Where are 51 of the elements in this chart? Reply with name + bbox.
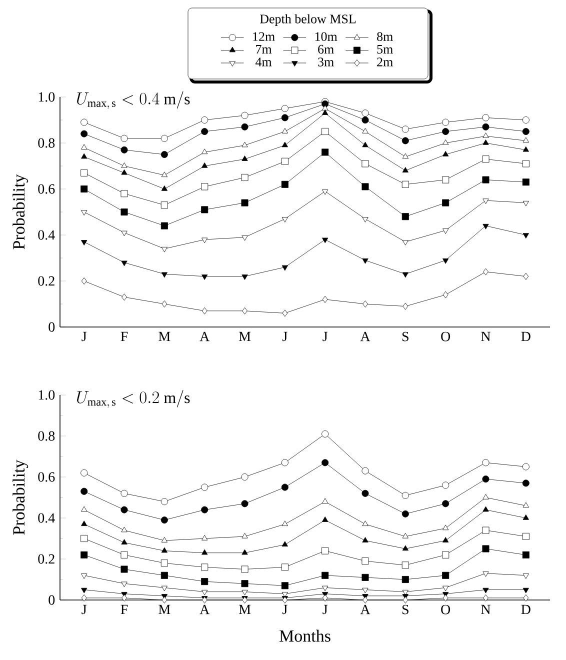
y-tick-label: 1.0: [38, 92, 55, 102]
x-tick-label: O: [441, 604, 450, 614]
legend-label: 4m: [255, 58, 272, 66]
legend-label: 2m: [377, 58, 393, 66]
x-tick-label: J: [282, 332, 288, 342]
annotation: $U_{\mathrm{max,\,s}} < 0.2\ \mathrm{m/s}$: [77, 390, 190, 408]
x-tick-label: S: [402, 604, 408, 614]
x-tick-label: M: [158, 604, 170, 614]
y-tick-label: 0.6: [38, 184, 55, 194]
legend-label: 6m: [318, 44, 334, 54]
x-tick-label: J: [322, 604, 328, 614]
annotation: $U_{\mathrm{max,\,s}} < 0.4\ \mathrm{m/s}$: [77, 91, 190, 109]
x-tick-label: S: [402, 332, 408, 342]
x-axis-title: Months: [280, 630, 330, 642]
y-axis-title: Probability: [12, 460, 28, 535]
y-tick-label: 0.4: [38, 513, 55, 523]
y-tick-label: 0.2: [38, 276, 54, 286]
y-tick-label: 0.8: [38, 138, 55, 148]
x-tick-label: J: [322, 332, 328, 342]
x-tick-label: A: [200, 604, 210, 614]
x-tick-label: N: [481, 332, 490, 342]
x-tick-label: D: [521, 604, 530, 614]
x-tick-label: D: [521, 332, 530, 342]
legend-label: 7m: [256, 44, 272, 54]
x-tick-label: J: [82, 604, 87, 614]
y-tick-label: 0.6: [38, 472, 55, 482]
x-tick-label: J: [82, 332, 87, 342]
y-tick-label: 0.4: [38, 230, 55, 240]
y-tick-label: 0.2: [38, 554, 54, 564]
x-tick-label: M: [158, 332, 170, 342]
x-tick-label: M: [238, 332, 251, 342]
x-tick-label: M: [238, 604, 251, 614]
y-tick-label: 1.0: [38, 390, 55, 400]
x-tick-label: A: [360, 332, 370, 342]
legend-label: 8m: [377, 32, 393, 41]
x-tick-label: O: [441, 332, 450, 342]
y-tick-label: 0: [48, 322, 55, 332]
legend-label: 10m: [315, 32, 338, 41]
legend-label: 5m: [377, 44, 393, 54]
y-tick-label: 0: [48, 595, 55, 605]
legend-label: 3m: [318, 58, 334, 66]
x-tick-label: F: [120, 604, 128, 614]
x-tick-label: F: [120, 332, 128, 342]
legend-title: Depth below MSL: [260, 14, 356, 26]
y-axis-title: Probability: [12, 174, 28, 250]
x-tick-label: N: [481, 604, 490, 614]
legend-label: 12m: [253, 32, 275, 41]
x-tick-label: A: [360, 604, 370, 614]
x-tick-label: J: [282, 604, 288, 614]
x-tick-label: A: [200, 332, 210, 342]
y-tick-label: 0.8: [38, 431, 55, 441]
